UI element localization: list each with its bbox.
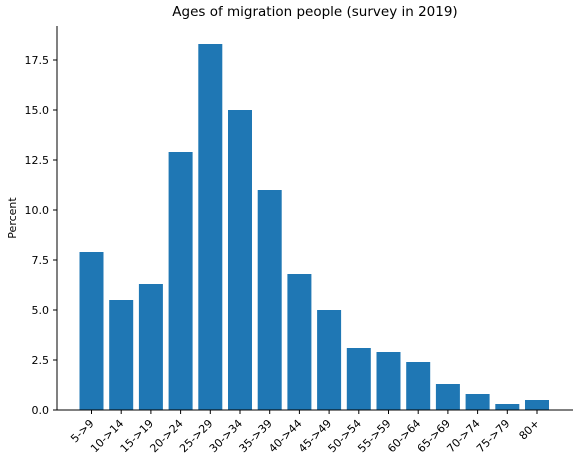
bars-group <box>79 44 549 410</box>
y-axis: 0.0 2.5 5.0 7.5 10.0 12.5 15.0 17.5 <box>25 54 57 417</box>
bar-35->39 <box>257 190 282 410</box>
bar-30->34 <box>228 110 252 410</box>
bar-40->44 <box>287 274 312 410</box>
bar-55->59 <box>376 352 401 410</box>
y-tick-label: 5.0 <box>32 304 50 317</box>
y-tick-label: 7.5 <box>32 254 50 267</box>
bar-20->24 <box>168 152 193 410</box>
bar-45->49 <box>317 310 342 410</box>
bar-80+ <box>525 400 549 410</box>
bar-65->69 <box>435 384 460 410</box>
bar-70->74 <box>465 394 490 410</box>
x-tick-label: 80+ <box>517 417 543 443</box>
y-tick-label: 0.0 <box>32 404 50 417</box>
y-tick-label: 2.5 <box>32 354 50 367</box>
y-tick-label: 17.5 <box>25 54 50 67</box>
y-axis-label: Percent <box>6 197 19 239</box>
bar-25->29 <box>198 44 223 410</box>
y-tick-label: 10.0 <box>25 204 50 217</box>
y-tick-label: 12.5 <box>25 154 50 167</box>
x-axis: 5->910->1415->1920->2425->2930->3435->39… <box>68 410 542 455</box>
chart-title: Ages of migration people (survey in 2019… <box>172 4 458 20</box>
bar-50->54 <box>346 348 371 410</box>
bar-15->19 <box>138 284 163 410</box>
bar-60->64 <box>406 362 431 410</box>
bar-10->14 <box>109 300 134 410</box>
y-tick-label: 15.0 <box>25 104 50 117</box>
bar-75->79 <box>495 404 520 410</box>
x-tick-label: 75->79 <box>474 417 512 455</box>
bar-5->9 <box>79 252 104 410</box>
